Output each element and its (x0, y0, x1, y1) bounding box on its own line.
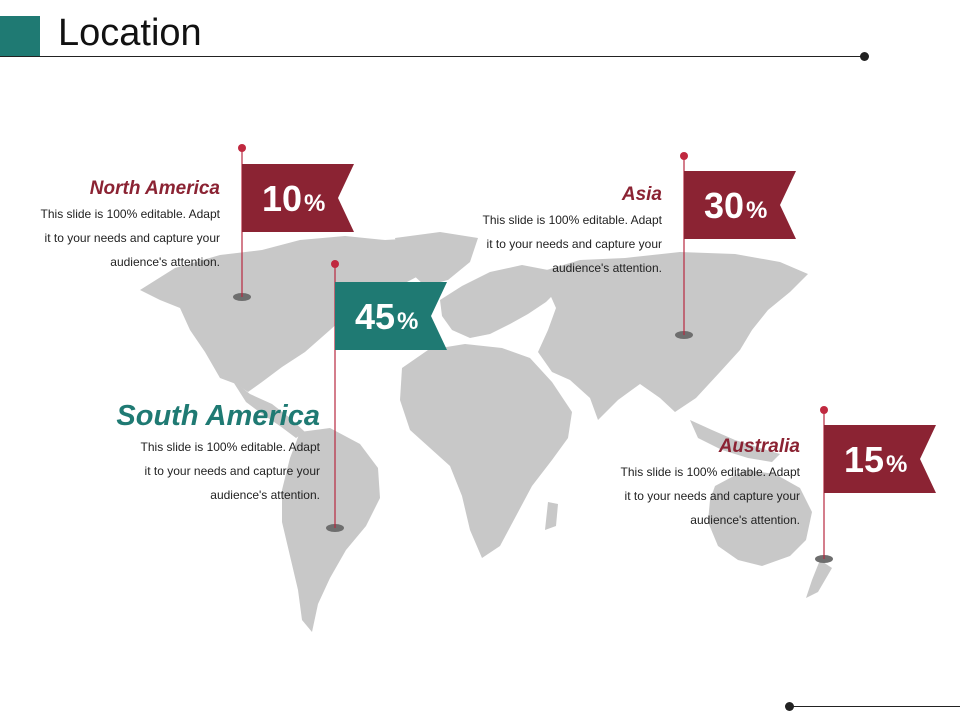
south-america-flag (335, 282, 447, 350)
asia-desc: This slide is 100% editable. Adapt it to… (442, 208, 662, 280)
south-america-percent: 45% (355, 296, 418, 337)
south-america-desc-line-3: audience's attention. (210, 488, 320, 502)
southeast-asia-islands (690, 420, 780, 462)
north-america-percent-value: 10 (262, 178, 302, 219)
asia-percent-value: 30 (704, 185, 744, 226)
title-accent-square (0, 16, 40, 56)
australia-percent: 15% (844, 439, 907, 480)
new-zealand-landmass (806, 560, 832, 598)
south-america-percent-unit: % (397, 308, 418, 335)
north-america-flag (242, 164, 354, 232)
north-america-desc-line-2: it to your needs and capture your (44, 231, 220, 245)
south-america-info: South America This slide is 100% editabl… (60, 400, 320, 507)
australia-landmass (708, 470, 812, 566)
australia-pin-head (820, 406, 828, 414)
australia-desc: This slide is 100% editable. Adapt it to… (580, 460, 800, 532)
north-america-landmass (140, 236, 440, 392)
south-america-desc-line-1: This slide is 100% editable. Adapt (140, 440, 320, 454)
south-america-desc-line-2: it to your needs and capture your (144, 464, 320, 478)
north-america-desc: This slide is 100% editable. Adapt it to… (0, 202, 220, 274)
madagascar-landmass (545, 502, 558, 530)
north-america-title: North America (89, 178, 220, 199)
asia-desc-line-3: audience's attention. (552, 261, 662, 275)
asia-info: Asia This slide is 100% editable. Adapt … (442, 184, 662, 280)
asia-desc-line-1: This slide is 100% editable. Adapt (482, 213, 662, 227)
south-america-percent-value: 45 (355, 296, 395, 337)
australia-title: Australia (718, 436, 800, 457)
north-america-percent: 10% (262, 178, 325, 219)
australia-desc-line-3: audience's attention. (690, 513, 800, 527)
asia-percent: 30% (704, 185, 767, 226)
bottom-divider-dot (785, 702, 794, 711)
australia-percent-unit: % (886, 451, 907, 478)
asia-title: Asia (621, 184, 662, 205)
south-america-title: South America (116, 400, 320, 432)
south-america-desc: This slide is 100% editable. Adapt it to… (60, 435, 320, 507)
australia-desc-line-2: it to your needs and capture your (624, 489, 800, 503)
north-america-percent-unit: % (304, 190, 325, 217)
australia-desc-line-1: This slide is 100% editable. Adapt (620, 465, 800, 479)
page-title: Location (58, 12, 202, 54)
asia-percent-unit: % (746, 197, 767, 224)
north-america-pin-head (238, 144, 246, 152)
central-america-landmass (232, 380, 305, 438)
asia-pin-head (680, 152, 688, 160)
asia-landmass (538, 252, 808, 420)
title-divider-dot (860, 52, 869, 61)
south-america-pin-head (331, 260, 339, 268)
north-america-info: North America This slide is 100% editabl… (0, 178, 220, 274)
title-divider (0, 56, 864, 57)
north-america-desc-line-1: This slide is 100% editable. Adapt (40, 207, 220, 221)
australia-info: Australia This slide is 100% editable. A… (580, 436, 800, 532)
europe-landmass (440, 265, 560, 338)
australia-percent-value: 15 (844, 439, 884, 480)
asia-desc-line-2: it to your needs and capture your (486, 237, 662, 251)
north-america-desc-line-3: audience's attention. (110, 255, 220, 269)
africa-landmass (400, 344, 572, 558)
australia-flag (824, 425, 936, 493)
bottom-divider (790, 706, 960, 707)
greenland-landmass (395, 232, 478, 286)
asia-flag (684, 171, 796, 239)
